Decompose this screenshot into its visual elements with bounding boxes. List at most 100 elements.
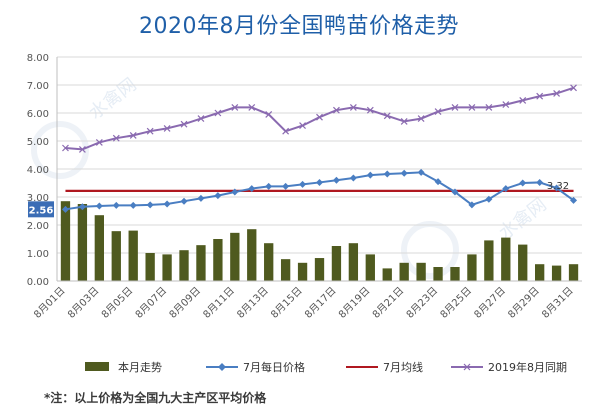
legend-swatch xyxy=(85,362,109,371)
legend-label: 7月均线 xyxy=(383,360,423,374)
legend-item: 7月均线 xyxy=(346,360,423,374)
daily-marker xyxy=(180,197,188,205)
bar xyxy=(128,230,138,281)
daily-marker xyxy=(451,188,459,196)
lastyear-marker xyxy=(78,145,86,153)
legend-label: 2019年8月同期 xyxy=(488,360,567,374)
daily-marker xyxy=(366,171,374,179)
lastyear-marker xyxy=(417,115,425,123)
x-tick-label: 8月09日 xyxy=(167,285,203,321)
x-tick-label: 8月17日 xyxy=(302,285,338,321)
legend-item: 本月走势 xyxy=(85,360,162,374)
watermark-logo xyxy=(401,221,459,279)
watermark-text: 水禽网 xyxy=(495,194,550,244)
x-tick-label: 8月19日 xyxy=(336,285,372,321)
x-tick-label: 8月13日 xyxy=(235,285,271,321)
lastyear-marker xyxy=(265,110,273,118)
bar xyxy=(145,253,155,281)
y-tick-label: 5.00 xyxy=(27,137,49,148)
line-series xyxy=(61,84,578,213)
lastyear-marker xyxy=(400,117,408,125)
x-tick-label: 8月01日 xyxy=(31,285,67,321)
x-tick-label: 8月07日 xyxy=(133,285,169,321)
x-tick-label: 8月15日 xyxy=(269,285,305,321)
daily-marker xyxy=(197,194,205,202)
lastyear-marker xyxy=(95,138,103,146)
lastyear-marker xyxy=(163,124,171,132)
y-tick-label: 6.00 xyxy=(27,109,49,120)
y-tick-label: 3.00 xyxy=(27,193,49,204)
lastyear-marker xyxy=(282,127,290,135)
lastyear-marker xyxy=(366,106,374,114)
legend-item: 2019年8月同期 xyxy=(451,360,567,374)
lastyear-marker xyxy=(468,103,476,111)
daily-marker xyxy=(61,205,69,213)
legend-marker xyxy=(218,363,226,371)
x-tick-label: 8月27日 xyxy=(472,285,508,321)
bar xyxy=(348,243,359,281)
y-tick-label: 2.00 xyxy=(27,221,49,232)
bar xyxy=(484,240,494,281)
x-tick-label: 8月31日 xyxy=(540,285,576,321)
lastyear-marker xyxy=(299,122,306,130)
bar xyxy=(196,245,206,281)
bar xyxy=(77,204,88,281)
bar xyxy=(568,264,579,281)
daily-marker xyxy=(570,196,578,204)
x-tick-label: 8月03日 xyxy=(65,285,101,321)
lastyear-marker xyxy=(434,108,442,116)
series-line xyxy=(65,86,574,151)
x-tick-label: 8月23日 xyxy=(404,285,440,321)
daily-marker xyxy=(553,184,561,192)
lastyear-marker xyxy=(146,127,154,135)
daily-marker xyxy=(485,195,493,203)
bar xyxy=(111,231,121,281)
bar xyxy=(314,258,325,281)
first-value-label: 2.56 xyxy=(29,205,54,216)
avg-value-label: 3.32 xyxy=(547,181,569,192)
x-tick-label: 8月29日 xyxy=(506,285,542,321)
daily-marker xyxy=(400,169,408,177)
bar xyxy=(551,265,562,281)
legend-label: 本月走势 xyxy=(118,360,162,374)
bar xyxy=(162,254,172,281)
daily-marker xyxy=(417,168,425,176)
legend: 本月走势 7月每日价格 7月均线 2019年8月同期 xyxy=(85,360,567,374)
bar xyxy=(416,262,426,281)
lastyear-marker xyxy=(112,134,120,142)
bar xyxy=(399,262,409,281)
daily-marker xyxy=(468,201,476,209)
legend-marker xyxy=(463,363,471,371)
watermark-logo xyxy=(31,121,89,179)
daily-marker xyxy=(332,176,340,184)
lastyear-marker xyxy=(519,96,527,104)
lastyear-marker xyxy=(383,112,391,120)
lastyear-marker xyxy=(248,103,256,111)
bar xyxy=(264,243,274,281)
lastyear-marker xyxy=(180,120,188,128)
daily-marker xyxy=(214,192,222,200)
bar xyxy=(382,268,392,281)
daily-marker xyxy=(146,201,154,209)
daily-marker xyxy=(316,178,323,186)
footnote: *注：以上价格为全国九大主产区平均价格 xyxy=(44,391,267,405)
x-tick-label: 8月25日 xyxy=(438,285,474,321)
bar xyxy=(518,244,528,281)
bar xyxy=(433,267,443,281)
bar xyxy=(297,262,308,281)
lastyear-marker xyxy=(502,101,510,109)
x-tick-label: 8月11日 xyxy=(201,285,237,321)
legend-label: 7月每日价格 xyxy=(243,360,305,374)
bar xyxy=(450,267,460,281)
x-tick-label: 8月05日 xyxy=(99,285,135,321)
y-tick-label: 1.00 xyxy=(27,249,49,260)
lastyear-marker xyxy=(333,106,340,114)
daily-marker xyxy=(231,188,239,196)
daily-marker xyxy=(282,182,290,190)
lastyear-marker xyxy=(316,113,323,121)
legend-item: 7月每日价格 xyxy=(206,360,305,374)
bar xyxy=(280,259,291,281)
bar xyxy=(467,254,477,281)
lastyear-marker xyxy=(570,84,577,92)
